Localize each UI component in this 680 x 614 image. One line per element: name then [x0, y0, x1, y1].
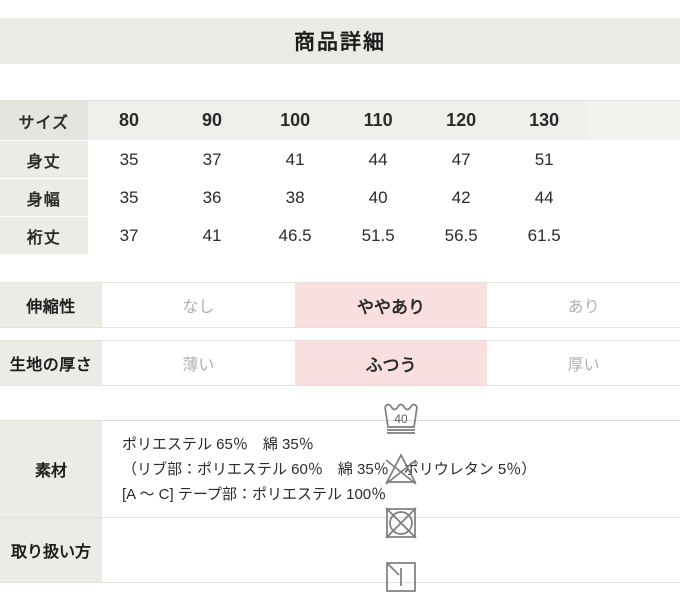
thickness-row: 生地の厚さ 薄い ふつう 厚い	[0, 340, 680, 386]
size-header-100: 100	[253, 100, 337, 141]
row-label-yukitake: 裄丈	[0, 216, 88, 255]
stretch-option-slight[interactable]: ややあり	[294, 283, 488, 327]
material-line-1: ポリエステル 65％ 綿 35％	[122, 435, 314, 453]
size-header-90: 90	[170, 100, 254, 141]
cell-mihaba-90: 36	[170, 178, 254, 217]
cell-mitake-130: 51	[502, 140, 586, 179]
size-header-label: サイズ	[0, 100, 88, 141]
care-row: 取り扱い方 40	[0, 403, 680, 592]
table-row: 身丈 35 37 41 44 47 51	[0, 140, 680, 179]
care-icons-group: 40	[102, 403, 680, 592]
cell-yukitake-120: 56.5	[419, 216, 503, 255]
cell-yukitake-100: 46.5	[253, 216, 337, 255]
size-header-spacer	[585, 100, 680, 141]
cell-yukitake-spacer	[585, 216, 680, 255]
cell-mihaba-130: 44	[502, 178, 586, 217]
cell-mitake-110: 44	[336, 140, 420, 179]
stretch-row: 伸縮性 なし ややあり あり	[0, 282, 680, 328]
material-label: 素材	[0, 421, 102, 517]
thickness-property-block: 生地の厚さ 薄い ふつう 厚い	[0, 340, 680, 386]
table-header-row: サイズ 80 90 100 110 120 130	[0, 100, 680, 141]
row-label-mihaba: 身幅	[0, 178, 88, 217]
cell-mihaba-spacer	[585, 178, 680, 217]
material-care-block: 素材 ポリエステル 65％ 綿 35％ （リブ部：ポリエステル 60％ 綿 35…	[0, 403, 680, 592]
page-title-banner: 商品詳細	[0, 18, 680, 64]
size-table-head: サイズ 80 90 100 110 120 130	[0, 100, 680, 141]
thickness-option-normal[interactable]: ふつう	[294, 341, 488, 385]
svg-text:40: 40	[394, 412, 408, 426]
stretch-option-none[interactable]: なし	[102, 283, 295, 327]
cell-yukitake-80: 37	[87, 216, 171, 255]
size-header-80: 80	[87, 100, 171, 141]
cell-mitake-120: 47	[419, 140, 503, 179]
cell-mitake-90: 37	[170, 140, 254, 179]
thickness-option-thick[interactable]: 厚い	[487, 341, 680, 385]
tumble-dry-prohibited-icon	[378, 500, 424, 546]
material-line-3: [A 〜 C] テープ部：ポリエステル 100％	[122, 485, 387, 503]
stretch-property-block: 伸縮性 なし ややあり あり	[0, 282, 680, 328]
page-title: 商品詳細	[294, 31, 386, 54]
iron-low-temperature-icon	[378, 608, 424, 614]
cell-mihaba-100: 38	[253, 178, 337, 217]
material-body: ポリエステル 65％ 綿 35％ （リブ部：ポリエステル 60％ 綿 35％ ポ…	[102, 421, 680, 517]
row-label-mitake: 身丈	[0, 140, 88, 179]
size-table-body: 身丈 35 37 41 44 47 51 身幅 35 36 38 40 42 4…	[0, 140, 680, 255]
line-dry-in-shade-icon	[378, 554, 424, 600]
cell-yukitake-90: 41	[170, 216, 254, 255]
cell-mihaba-110: 40	[336, 178, 420, 217]
size-header-120: 120	[419, 100, 503, 141]
bleach-prohibited-icon	[378, 446, 424, 492]
cell-mihaba-80: 35	[87, 178, 171, 217]
care-label: 取り扱い方	[0, 518, 102, 582]
size-header-110: 110	[336, 100, 420, 141]
table-row: 裄丈 37 41 46.5 51.5 56.5 61.5	[0, 216, 680, 255]
material-row: 素材 ポリエステル 65％ 綿 35％ （リブ部：ポリエステル 60％ 綿 35…	[0, 421, 680, 518]
cell-yukitake-110: 51.5	[336, 216, 420, 255]
cell-mihaba-120: 42	[419, 178, 503, 217]
material-line-2: （リブ部：ポリエステル 60％ 綿 35％ ポリウレタン 5％）	[122, 460, 537, 478]
size-header-130: 130	[502, 100, 586, 141]
cell-yukitake-130: 61.5	[502, 216, 586, 255]
stretch-option-yes[interactable]: あり	[487, 283, 680, 327]
cell-mitake-spacer	[585, 140, 680, 179]
thickness-label: 生地の厚さ	[0, 341, 102, 385]
cell-mitake-80: 35	[87, 140, 171, 179]
size-table: サイズ 80 90 100 110 120 130 身丈 35 37 41 44…	[0, 100, 680, 255]
cell-mitake-100: 41	[253, 140, 337, 179]
stretch-label: 伸縮性	[0, 283, 102, 327]
washtub-40-very-gentle-icon: 40	[378, 392, 424, 438]
table-row: 身幅 35 36 38 40 42 44	[0, 178, 680, 217]
thickness-option-thin[interactable]: 薄い	[102, 341, 295, 385]
